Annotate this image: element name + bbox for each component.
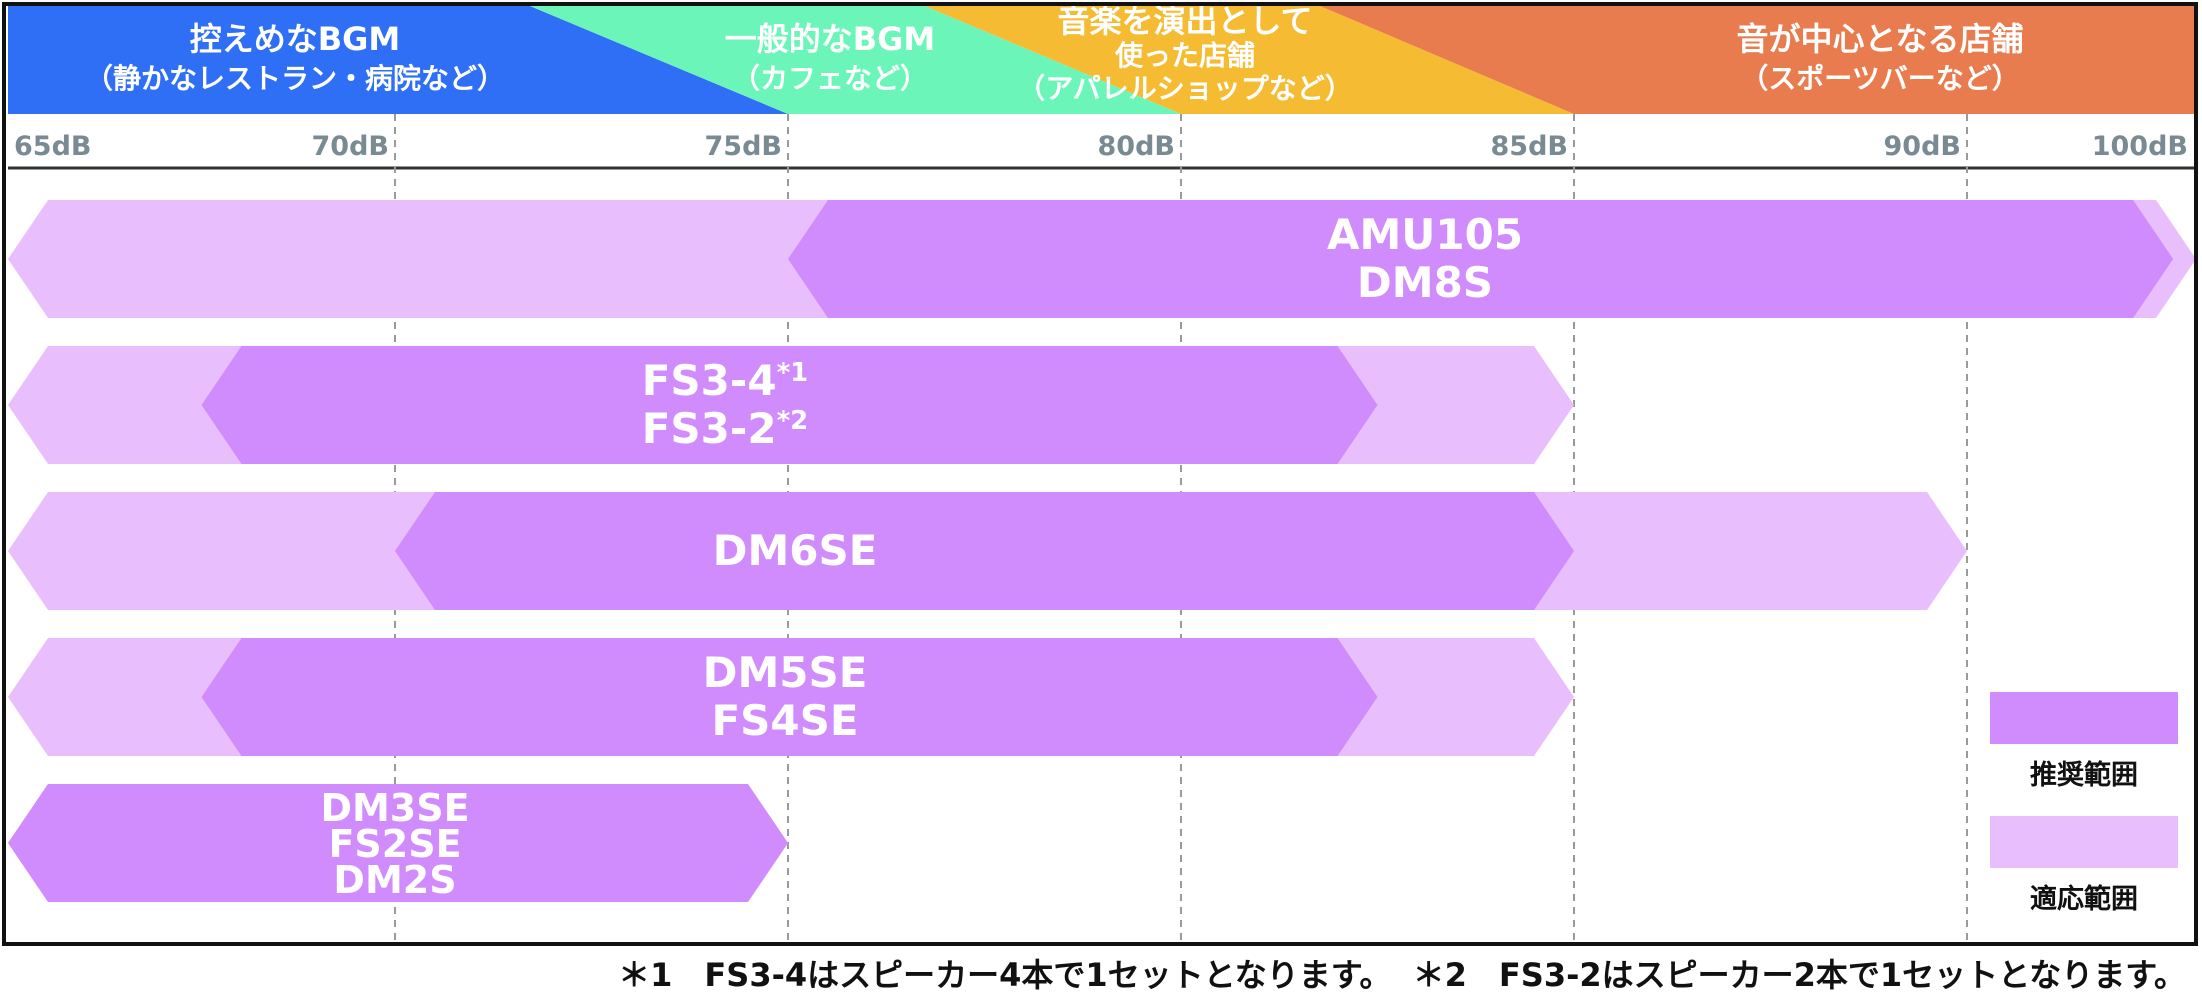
x-tick-label-3: 80dB — [1098, 131, 1175, 162]
bar-label-4-1: FS2SE — [328, 822, 461, 866]
zone-band-1 — [530, 6, 1181, 114]
legend-swatch-1 — [1990, 816, 2178, 868]
recommended-range-bar-3 — [201, 638, 1378, 756]
recommended-range-bar-2 — [395, 492, 1574, 610]
bar-label-superscript: *1 — [777, 358, 809, 388]
bar-label-0-0: AMU105 — [1327, 210, 1523, 259]
range-bars: AMU105DM8SFS3-4*1FS3-2*2DM6SEDM5SEFS4SED… — [8, 200, 2196, 902]
bar-label-4-2: DM2S — [333, 858, 456, 902]
bar-label-3-1: FS4SE — [711, 696, 858, 745]
legend-label-0: 推奨範囲 — [2030, 759, 2138, 791]
x-tick-label-5: 90dB — [1884, 131, 1961, 162]
bar-label-1-0: FS3-4*1 — [642, 356, 809, 405]
venue-zone-header: 控えめなBGM （静かなレストラン・病院など） 一般的なBGM （カフェなど） 音楽を演… — [8, 2, 2196, 114]
zone-label-2-1: 使った店舗 — [1114, 39, 1255, 72]
zone-label-1-1: （カフェなど） — [732, 62, 928, 95]
zone-label-0-1: （静かなレストラン・病院など） — [85, 62, 505, 95]
zone-label-3-1: （スポーツバーなど） — [1740, 62, 2019, 95]
zone-label-3-0: 音が中心となる店舗 — [1736, 20, 2023, 58]
bar-label-0-1: DM8S — [1357, 258, 1493, 307]
zone-band-0 — [8, 6, 788, 114]
zone-band-2 — [925, 6, 1574, 114]
legend-label-1: 適応範囲 — [2030, 883, 2138, 915]
bar-label-3-0: DM5SE — [703, 648, 868, 697]
db-axis: 65dB 70dB 75dB 80dB 85dB 90dB 100dB — [8, 131, 2196, 170]
x-tick-label-0: 65dB — [14, 131, 91, 162]
recommended-range-bar-0 — [788, 200, 2174, 318]
zone-label-0-0: 控えめなBGM — [190, 20, 401, 58]
zone-band-3 — [1320, 6, 2196, 114]
bar-label-4-0: DM3SE — [320, 786, 469, 830]
bar-label-superscript: *2 — [777, 406, 809, 436]
legend-swatch-0 — [1990, 692, 2178, 744]
zone-label-1-0: 一般的なBGM — [725, 20, 936, 58]
x-tick-label-2: 75dB — [705, 131, 782, 162]
x-tick-label-4: 85dB — [1491, 131, 1568, 162]
footnote-1: ＊1 FS3-4はスピーカー4本で1セットとなります。 — [618, 956, 1392, 994]
recommended-range-bar-4 — [8, 784, 788, 902]
x-tick-label-1: 70dB — [312, 131, 389, 162]
footnotes: ＊1 FS3-4はスピーカー4本で1セットとなります。 ＊2 FS3-2はスピー… — [0, 950, 2186, 996]
recommended-range-bar-1 — [201, 346, 1378, 464]
zone-label-2-2: （アパレルショップなど） — [1017, 72, 1352, 105]
x-tick-label-6: 100dB — [2092, 131, 2188, 162]
chart-frame — [2, 2, 2198, 946]
footnote-2: ＊2 FS3-2はスピーカー2本で1セットとなります。 — [1412, 956, 2186, 994]
zone-label-2-0: 音楽を演出として — [1057, 2, 1312, 40]
bar-label-2-0: DM6SE — [713, 526, 878, 575]
